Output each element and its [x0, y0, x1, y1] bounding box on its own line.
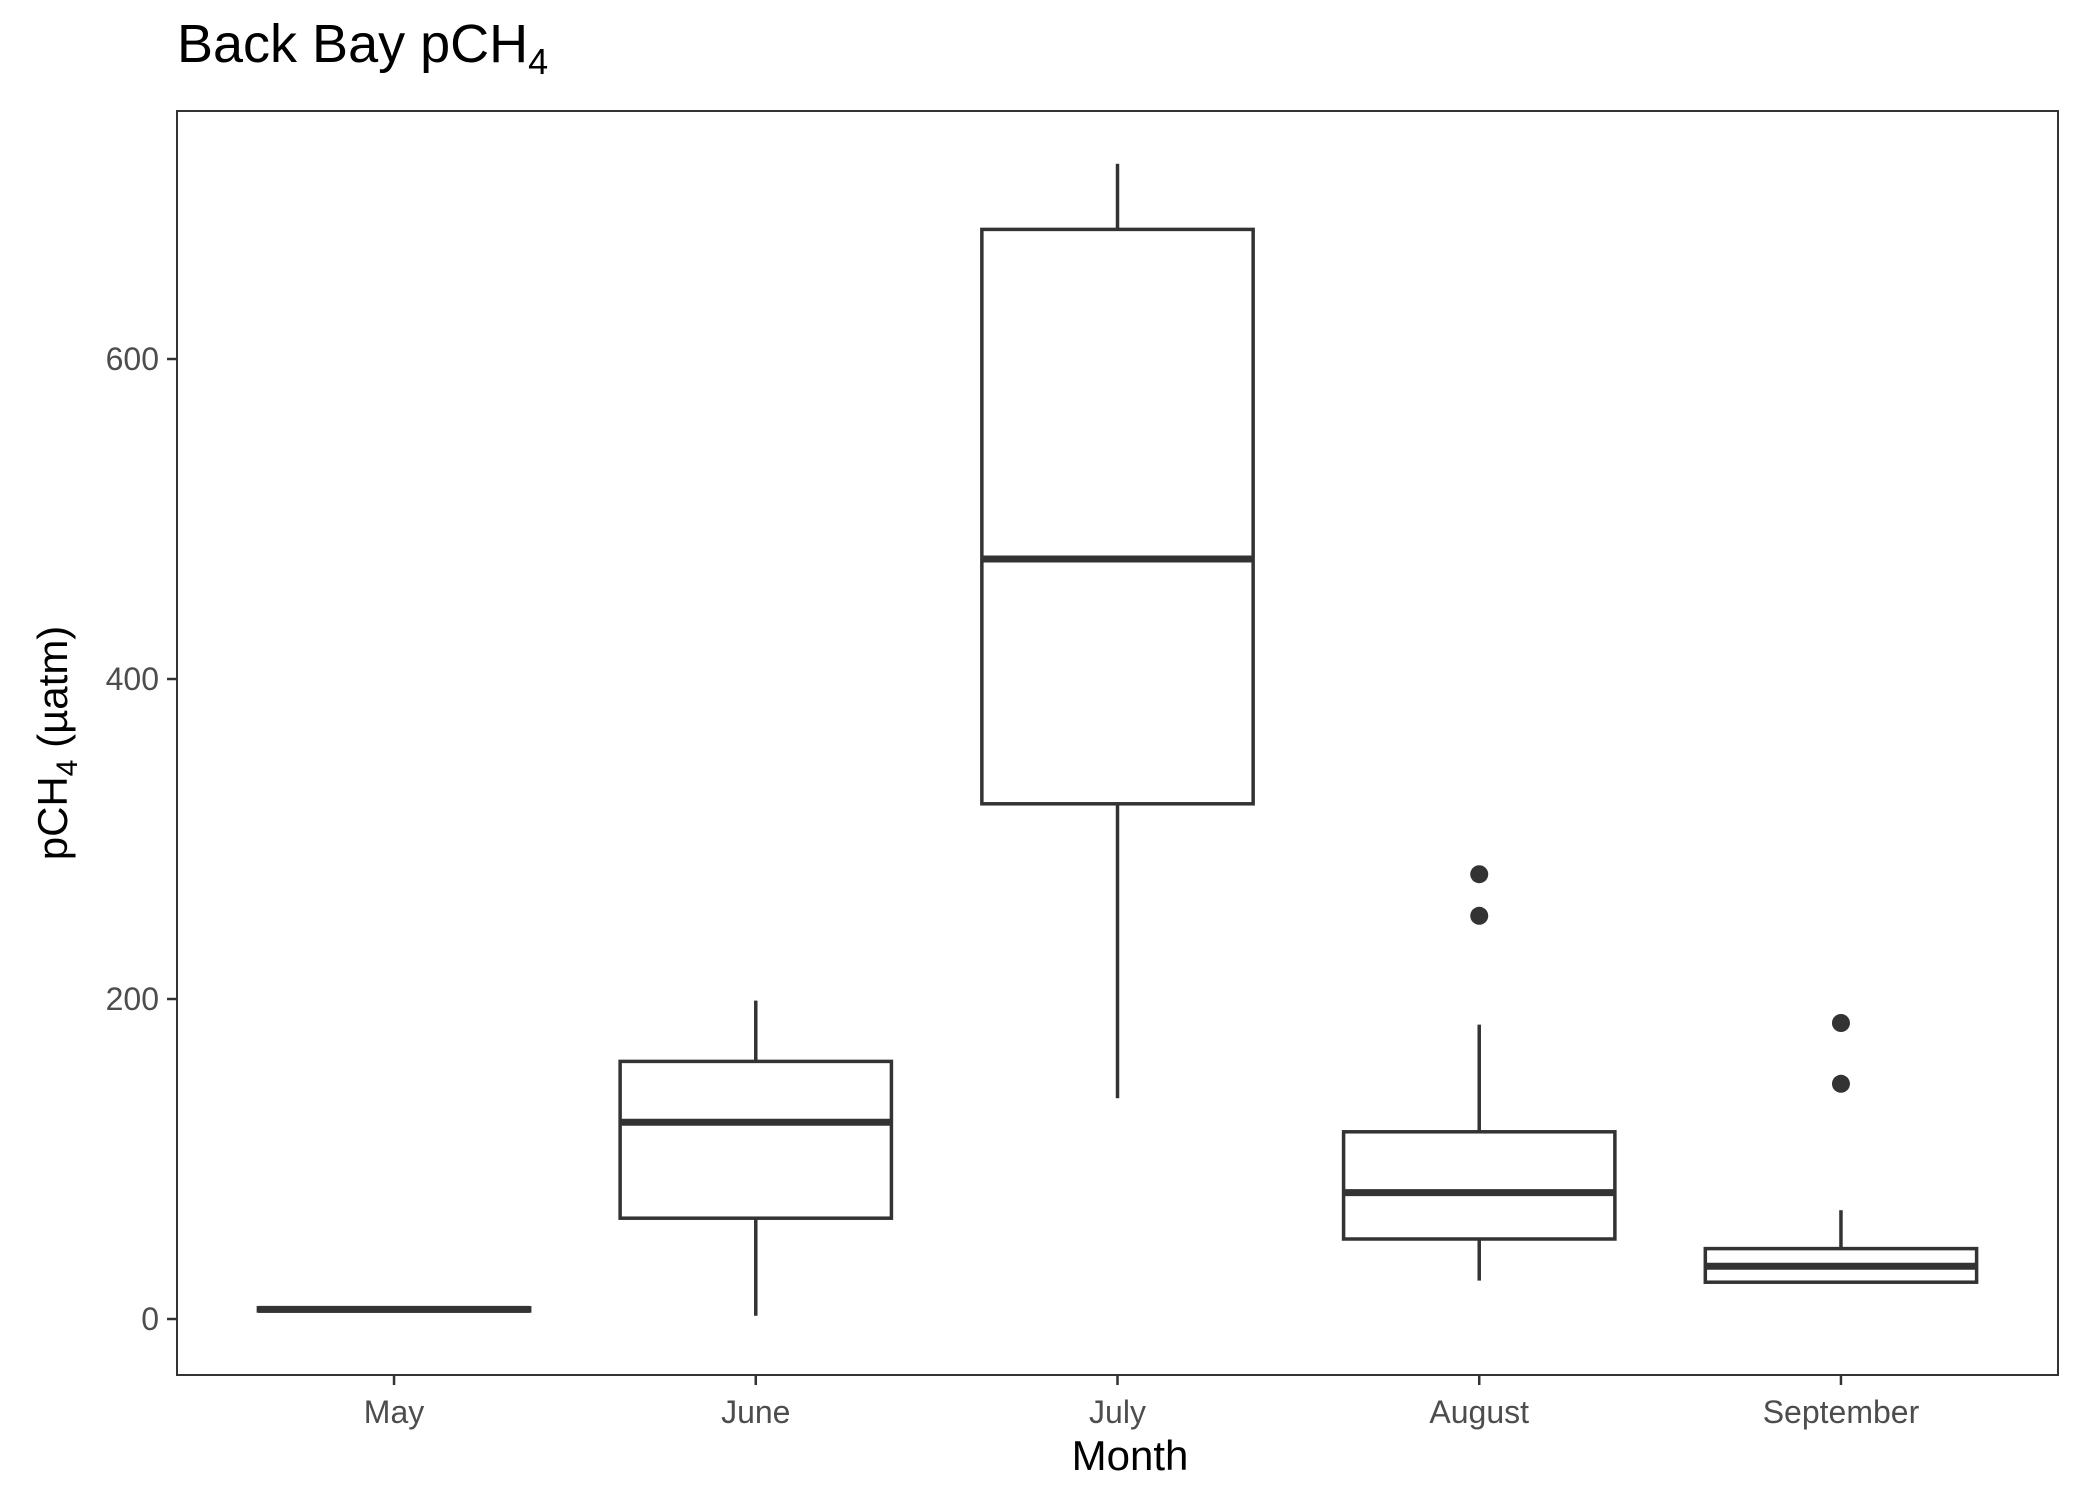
outlier-point-august-1: [1470, 906, 1489, 925]
y-axis-title-subscript: 4: [51, 760, 84, 777]
y-axis-title-main: pCH: [29, 776, 76, 860]
box-may: [256, 1305, 532, 1313]
x-axis: May June July August September: [364, 1375, 1920, 1430]
x-tick-label-june: June: [721, 1394, 790, 1430]
chart-title: Back Bay pCH4: [177, 14, 548, 82]
box-june: [618, 1000, 894, 1316]
box-iqr-june: [618, 1059, 894, 1220]
chart-title-main: Back Bay pCH: [177, 14, 528, 74]
box-september: [1703, 1014, 1979, 1284]
x-tick-label-august: August: [1429, 1394, 1529, 1430]
y-axis-title: pCH4 (µatm): [29, 626, 84, 861]
x-tick-label-july: July: [1089, 1394, 1146, 1430]
box-series: [256, 163, 1979, 1316]
x-tick-label-may: May: [364, 1394, 424, 1430]
y-tick-label-0: 0: [141, 1301, 159, 1337]
x-tick-label-september: September: [1763, 1394, 1920, 1430]
y-tick-label-400: 400: [106, 661, 159, 697]
x-axis-title: Month: [1072, 1432, 1189, 1479]
chart-title-subscript: 4: [528, 41, 548, 82]
y-axis-title-unit: (µatm): [29, 626, 76, 760]
y-tick-label-200: 200: [106, 981, 159, 1017]
outlier-point-september-1: [1831, 1074, 1850, 1093]
box-iqr-august: [1341, 1130, 1617, 1241]
outlier-point-august-2: [1470, 865, 1489, 884]
y-tick-label-600: 600: [106, 341, 159, 377]
box-august: [1341, 865, 1617, 1281]
outlier-point-september-2: [1831, 1014, 1850, 1032]
box-july: [980, 163, 1255, 1099]
box-iqr-july: [980, 227, 1255, 806]
y-axis: 0 200 400 600: [106, 341, 177, 1337]
